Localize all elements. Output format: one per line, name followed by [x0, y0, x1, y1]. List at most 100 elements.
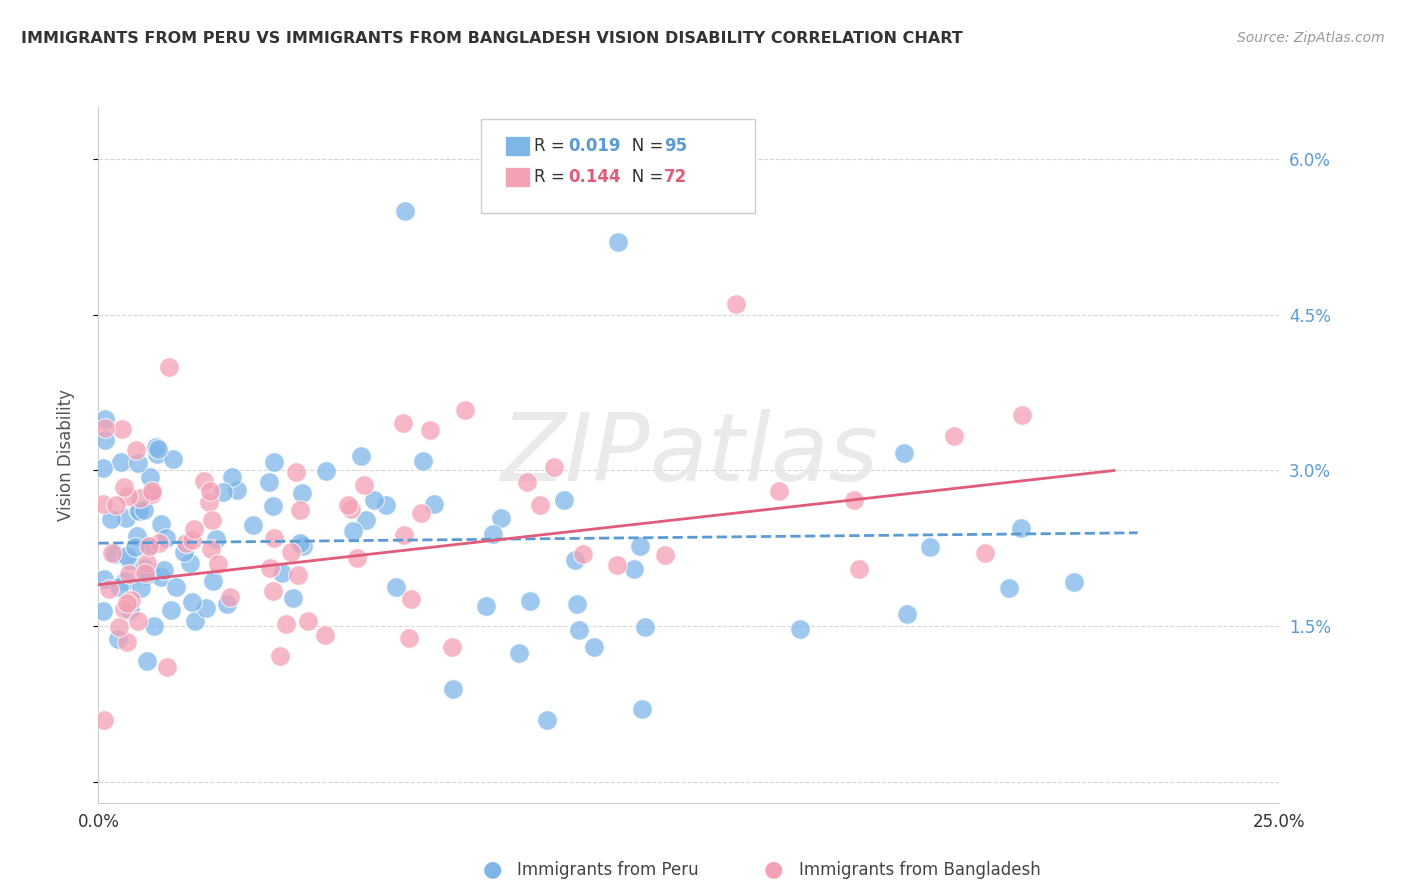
Point — [606, 558, 628, 573]
Point — [543, 459, 565, 474]
Point — [489, 511, 512, 525]
Point — [205, 533, 228, 547]
Point — [94, 421, 117, 435]
Text: 0.019: 0.019 — [568, 136, 620, 154]
Point — [129, 581, 152, 595]
Point — [218, 590, 240, 604]
Point — [474, 599, 496, 613]
Point — [297, 614, 319, 628]
Point — [181, 595, 204, 609]
Point — [117, 489, 139, 503]
Point — [1063, 574, 1085, 589]
Point — [101, 546, 124, 560]
Point — [384, 580, 406, 594]
Point — [398, 631, 420, 645]
Point — [146, 447, 169, 461]
Point — [287, 567, 309, 582]
Point — [725, 297, 748, 311]
Point — [184, 614, 207, 628]
Point — [508, 646, 530, 660]
Point — [117, 553, 139, 567]
Point — [104, 498, 127, 512]
Point — [285, 465, 308, 479]
Point — [315, 463, 337, 477]
Point — [623, 561, 645, 575]
Text: IMMIGRANTS FROM PERU VS IMMIGRANTS FROM BANGLADESH VISION DISABILITY CORRELATION: IMMIGRANTS FROM PERU VS IMMIGRANTS FROM … — [21, 31, 963, 46]
Point — [340, 502, 363, 516]
Point — [127, 457, 149, 471]
Point — [217, 597, 239, 611]
Point — [155, 531, 177, 545]
Point — [423, 497, 446, 511]
Point — [157, 359, 180, 374]
Text: N =: N = — [616, 136, 669, 154]
Point — [893, 446, 915, 460]
Point — [150, 516, 173, 531]
Point — [568, 623, 591, 637]
Point — [440, 640, 463, 654]
Point — [129, 491, 152, 505]
Point — [454, 403, 477, 417]
Point — [117, 596, 139, 610]
Point — [346, 550, 368, 565]
Point — [519, 594, 541, 608]
Point — [221, 470, 243, 484]
Point — [363, 493, 385, 508]
Point — [200, 542, 222, 557]
Point — [350, 449, 373, 463]
Point — [374, 498, 396, 512]
Text: R =: R = — [534, 168, 571, 186]
Point — [412, 454, 434, 468]
Point — [842, 492, 865, 507]
Point — [262, 584, 284, 599]
Point — [283, 591, 305, 605]
Point — [314, 628, 336, 642]
Point — [553, 492, 575, 507]
Y-axis label: Vision Disability: Vision Disability — [56, 389, 75, 521]
Point — [135, 556, 157, 570]
Point — [290, 503, 312, 517]
Point — [212, 485, 235, 500]
Point — [165, 580, 187, 594]
Point — [291, 486, 314, 500]
Point — [138, 539, 160, 553]
Point — [564, 553, 586, 567]
Point — [628, 539, 651, 553]
Text: Source: ZipAtlas.com: Source: ZipAtlas.com — [1237, 31, 1385, 45]
Point — [207, 557, 229, 571]
Point — [136, 654, 159, 668]
Point — [565, 597, 588, 611]
Point — [401, 592, 423, 607]
Point — [162, 451, 184, 466]
Point — [146, 442, 169, 456]
Point — [242, 518, 264, 533]
Point — [108, 620, 131, 634]
Point — [110, 455, 132, 469]
Point — [195, 600, 218, 615]
Point — [181, 533, 204, 548]
Point — [118, 566, 141, 581]
Point — [848, 562, 870, 576]
Text: R =: R = — [534, 136, 571, 154]
Point — [174, 535, 197, 549]
Point — [276, 617, 298, 632]
Point — [124, 540, 146, 554]
Point — [394, 203, 416, 218]
Point — [117, 549, 139, 564]
Text: ZIPatlas: ZIPatlas — [501, 409, 877, 500]
Point — [263, 531, 285, 545]
Point — [94, 411, 117, 425]
Point — [173, 544, 195, 558]
Point — [91, 461, 114, 475]
Point — [138, 469, 160, 483]
Point — [115, 511, 138, 525]
Point — [291, 540, 314, 554]
Point — [127, 614, 149, 628]
Point — [225, 483, 247, 498]
Point — [132, 561, 155, 575]
Point — [409, 507, 432, 521]
Point — [441, 681, 464, 696]
Point — [193, 474, 215, 488]
Point — [263, 455, 285, 469]
Point — [271, 566, 294, 581]
